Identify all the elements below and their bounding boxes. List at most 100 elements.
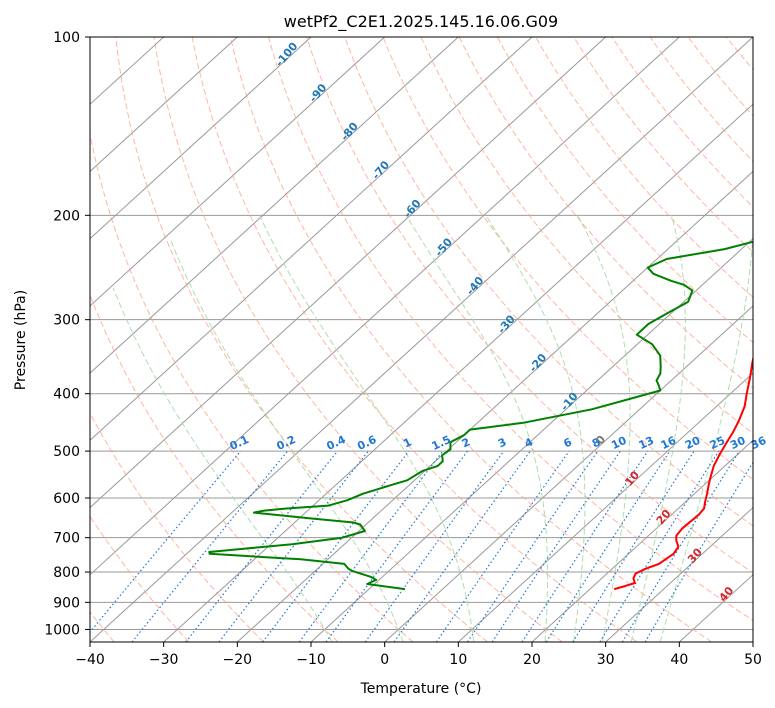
dry-adiabat-line	[90, 515, 190, 642]
isotherm-label: -10	[558, 390, 581, 414]
dry-adiabat-line	[458, 37, 753, 389]
isotherm-label: -50	[432, 235, 455, 259]
mixing-ratio-label: 4	[523, 435, 536, 450]
isotherm-line	[90, 37, 386, 307]
dry-adiabat-line	[765, 37, 775, 642]
isotherm-label: -80	[338, 120, 361, 144]
y-tick-label: 500	[53, 444, 80, 460]
isotherm-label: 40	[717, 584, 737, 604]
dry-adiabat-line	[90, 131, 414, 642]
mixing-ratio-line	[325, 450, 468, 642]
mixing-ratio-line	[521, 450, 649, 642]
isotherm-line	[90, 37, 459, 374]
isotherm-line	[236, 170, 753, 642]
isotherm-line	[90, 37, 312, 240]
x-tick-label: −20	[223, 652, 253, 668]
x-tick-label: −40	[75, 652, 105, 668]
mixing-ratio-line	[131, 450, 289, 642]
isotherm-line	[90, 37, 680, 576]
isotherm-label: -60	[401, 197, 424, 221]
dry-adiabat-line	[649, 37, 753, 163]
mixing-ratio-line	[298, 450, 444, 642]
mixing-ratio-line	[218, 450, 369, 642]
moist-adiabat-line	[659, 221, 753, 642]
y-tick-label: 400	[53, 387, 80, 403]
dry-adiabat-line	[268, 37, 753, 622]
mixing-ratio-label: 6	[561, 435, 574, 450]
mixing-ratio-label: 0.4	[325, 433, 348, 453]
isotherm-line	[90, 37, 238, 173]
y-tick-label: 300	[53, 313, 80, 329]
mixing-ratio-label: 16	[659, 434, 679, 452]
isotherm-line	[457, 372, 753, 642]
mixing-ratio-line	[262, 450, 410, 642]
y-tick-label: 700	[53, 531, 80, 547]
isotherm-line	[310, 237, 753, 642]
dry-adiabat-line	[306, 37, 753, 574]
dry-adiabat-line	[496, 37, 753, 344]
mixing-ratio-label: 30	[728, 434, 748, 452]
mixing-ratio-label: 36	[749, 434, 769, 452]
mixing-ratio-line	[364, 450, 505, 642]
isotherm-label: -20	[527, 351, 550, 375]
mixing-ratio-label: 0.2	[275, 433, 298, 453]
isotherm-line	[90, 37, 753, 642]
moist-adiabat-line	[577, 215, 631, 642]
mixing-ratio-line	[185, 450, 339, 642]
x-axis-title: Temperature (°C)	[360, 681, 482, 697]
isotherm-label: -40	[464, 274, 487, 298]
moist-adiabat-line	[259, 215, 475, 642]
isotherm-line	[752, 641, 753, 642]
dry-adiabat-line	[191, 37, 638, 642]
y-tick-label: 200	[53, 208, 80, 224]
isotherm-label: 10	[622, 468, 642, 488]
x-tick-label: −10	[296, 652, 326, 668]
mixing-ratio-line	[90, 450, 242, 633]
y-axis-title: Pressure (hPa)	[13, 290, 29, 390]
y-tick-label: 600	[53, 491, 80, 507]
mixing-ratio-label: 3	[496, 435, 508, 450]
moist-adiabat-line	[170, 239, 404, 642]
isotherm-label: -100	[273, 40, 301, 70]
x-tick-label: −30	[149, 652, 179, 668]
moist-adiabat-line	[485, 215, 586, 642]
y-tick-label: 900	[53, 595, 80, 611]
x-tick-label: 0	[380, 652, 389, 668]
mixing-ratio-line	[572, 450, 695, 642]
x-tick-label: 20	[523, 652, 541, 668]
dewpoint-profile-line	[208, 240, 753, 591]
mixing-ratio-label: 20	[683, 434, 703, 452]
y-tick-label: 1000	[44, 622, 80, 638]
isotherm-label: 20	[654, 507, 674, 527]
mixing-ratio-label: 0.6	[355, 433, 378, 453]
dry-adiabat-line	[90, 293, 339, 642]
mixing-ratio-label: 25	[708, 434, 727, 452]
mixing-ratio-line	[491, 450, 621, 642]
moist-adiabat-line	[112, 287, 333, 642]
isotherm-line	[384, 305, 753, 642]
chart-title: wetPf2_C2E1.2025.145.16.06.G09	[284, 12, 558, 32]
isotherm-label: 30	[685, 545, 705, 565]
x-tick-label: 10	[449, 652, 467, 668]
moist-adiabat-line	[405, 215, 549, 642]
dry-adiabat-line	[726, 37, 753, 71]
x-tick-label: 50	[744, 652, 762, 668]
mixing-ratio-line	[466, 450, 599, 642]
isotherm-label: -70	[369, 158, 392, 182]
moist-adiabat-line	[630, 215, 686, 642]
dry-adiabat-line	[115, 37, 488, 642]
mixing-ratio-line	[621, 450, 740, 642]
mixing-ratio-label: 0.1	[228, 433, 251, 453]
mixing-ratio-line	[393, 450, 531, 642]
isotherm-line	[90, 37, 533, 442]
plot-frame	[89, 36, 754, 643]
mixing-ratio-label: 10	[609, 434, 629, 452]
mixing-ratio-line	[435, 450, 570, 642]
mixing-ratio-line	[545, 450, 671, 642]
mixing-ratio-label: 2	[460, 435, 472, 450]
isotherm-line	[531, 439, 753, 642]
temperature-profile-line	[613, 354, 753, 591]
isotherm-label: -90	[307, 81, 330, 105]
